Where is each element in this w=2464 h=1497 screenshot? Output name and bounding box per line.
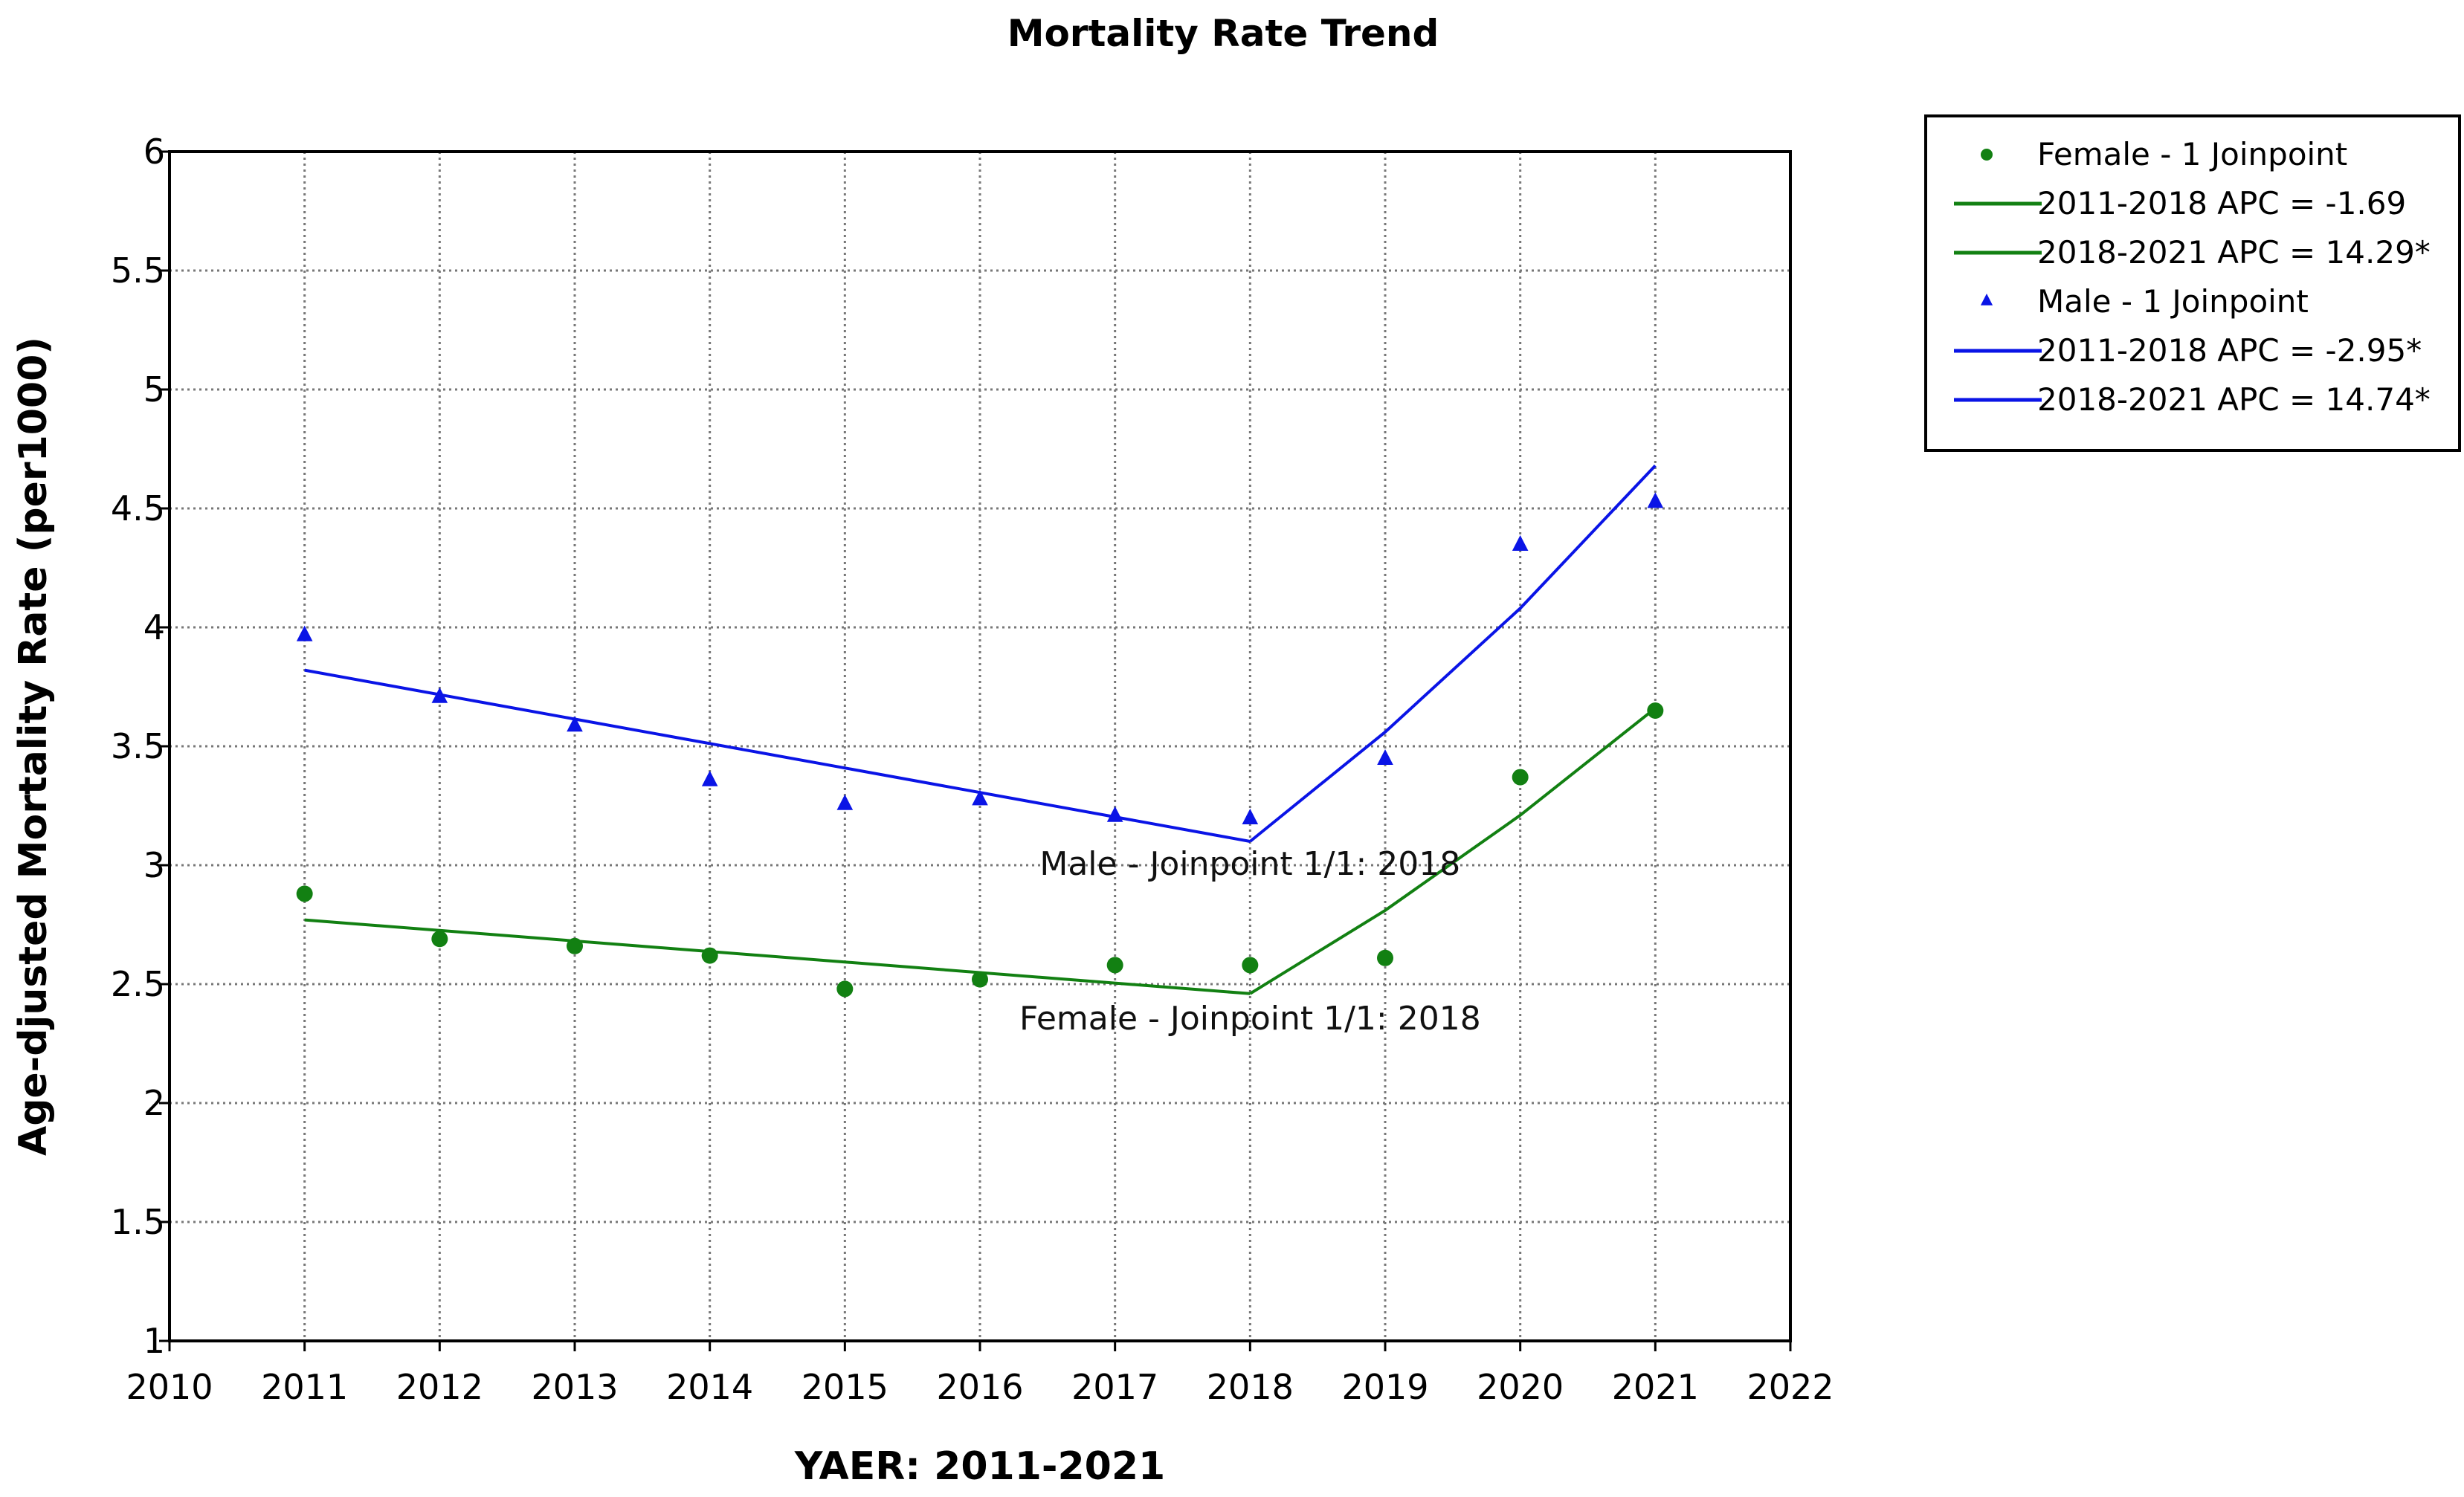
y-axis-title: Age-djusted Mortality Rate (per1000) <box>11 337 56 1156</box>
legend-entry-label: 2018-2021 APC = 14.74* <box>2037 381 2431 418</box>
male-data-point <box>1242 809 1259 824</box>
male-data-point <box>1512 535 1529 551</box>
x-axis-title: YAER: 2011-2021 <box>794 1444 1165 1489</box>
trend-line-segment <box>304 918 1251 995</box>
male-data-point <box>1647 492 1664 508</box>
chart-title: Mortality Rate Trend <box>1007 12 1439 55</box>
x-tick-label: 2010 <box>126 1367 213 1407</box>
y-tick-label: 5.5 <box>111 250 165 291</box>
female-data-point <box>701 947 718 964</box>
joinpoint-annotation: Female - Joinpoint 1/1: 2018 <box>1019 1000 1481 1038</box>
y-tick-label: 6 <box>143 132 165 172</box>
female-data-point <box>567 937 583 954</box>
x-tick-label: 2013 <box>531 1367 618 1407</box>
female-data-point <box>836 980 854 998</box>
female-data-point <box>1647 702 1664 719</box>
trend-line-segment <box>1249 707 1657 995</box>
male-data-point <box>1106 806 1123 822</box>
x-tick-label: 2011 <box>261 1367 348 1407</box>
y-axis-ticks: 1 1.5 2 2.5 3 3.5 4 4.5 5 5.5 6 <box>111 132 170 1361</box>
male-data-point <box>567 716 583 732</box>
legend-box <box>1924 114 2461 452</box>
legend-entry-label: Male - 1 Joinpoint <box>2037 283 2309 320</box>
y-tick-label: 2.5 <box>111 964 165 1004</box>
x-tick-label: 2020 <box>1477 1367 1564 1407</box>
grid-lines <box>170 152 1790 1341</box>
male-data-point <box>836 794 854 810</box>
trend-line-segment <box>1249 465 1657 843</box>
y-tick-label: 4 <box>143 607 165 647</box>
x-tick-label: 2016 <box>936 1367 1023 1407</box>
legend-entry-label: 2011-2018 APC = -1.69 <box>2037 185 2406 222</box>
trend-lines <box>304 465 1657 995</box>
female-data-point <box>972 971 988 988</box>
y-tick-label: 4.5 <box>111 488 165 528</box>
x-tick-label: 2021 <box>1612 1367 1699 1407</box>
x-tick-label: 2015 <box>802 1367 888 1407</box>
x-tick-label: 2019 <box>1341 1367 1428 1407</box>
joinpoint-annotation: Male - Joinpoint 1/1: 2018 <box>1039 845 1460 883</box>
legend-entry-label: Female - 1 Joinpoint <box>2037 136 2347 172</box>
female-data-point <box>296 885 313 902</box>
trend-line-segment <box>304 668 1251 843</box>
x-tick-label: 2014 <box>666 1367 753 1407</box>
joinpoint-annotations: Male - Joinpoint 1/1: 2018 Female - Joinp… <box>1019 845 1481 1038</box>
legend-entry-label: 2011-2018 APC = -2.95* <box>2037 332 2422 369</box>
y-tick-label: 3 <box>143 845 165 885</box>
female-data-point <box>1242 957 1259 974</box>
x-tick-label: 2012 <box>396 1367 483 1407</box>
data-points <box>296 492 1664 998</box>
male-data-point <box>701 770 718 786</box>
legend-entry-label: 2018-2021 APC = 14.29* <box>2037 234 2431 271</box>
male-data-point <box>1377 749 1393 765</box>
y-tick-label: 3.5 <box>111 726 165 766</box>
y-tick-label: 2 <box>143 1083 165 1123</box>
female-data-point <box>1512 769 1529 786</box>
male-data-point <box>431 687 448 703</box>
male-data-point <box>296 625 313 641</box>
x-tick-label: 2022 <box>1747 1367 1834 1407</box>
male-data-point <box>972 789 988 806</box>
y-tick-label: 5 <box>143 369 165 410</box>
y-tick-label: 1.5 <box>111 1202 165 1242</box>
female-data-point <box>1377 949 1393 966</box>
female-data-point <box>431 931 448 948</box>
legend: Female - 1 Joinpoint 2011-2018 APC = -1.6… <box>1924 114 2461 452</box>
legend-male-marker <box>1980 294 1993 305</box>
x-tick-label: 2017 <box>1071 1367 1158 1407</box>
x-axis-ticks: 2010 2011 2012 2013 2014 2015 2016 2017 2018 2019… <box>126 1341 1834 1407</box>
x-tick-label: 2018 <box>1207 1367 1294 1407</box>
legend-female-marker <box>1981 149 1993 161</box>
female-data-point <box>1106 957 1123 974</box>
y-tick-label: 1 <box>143 1321 165 1361</box>
